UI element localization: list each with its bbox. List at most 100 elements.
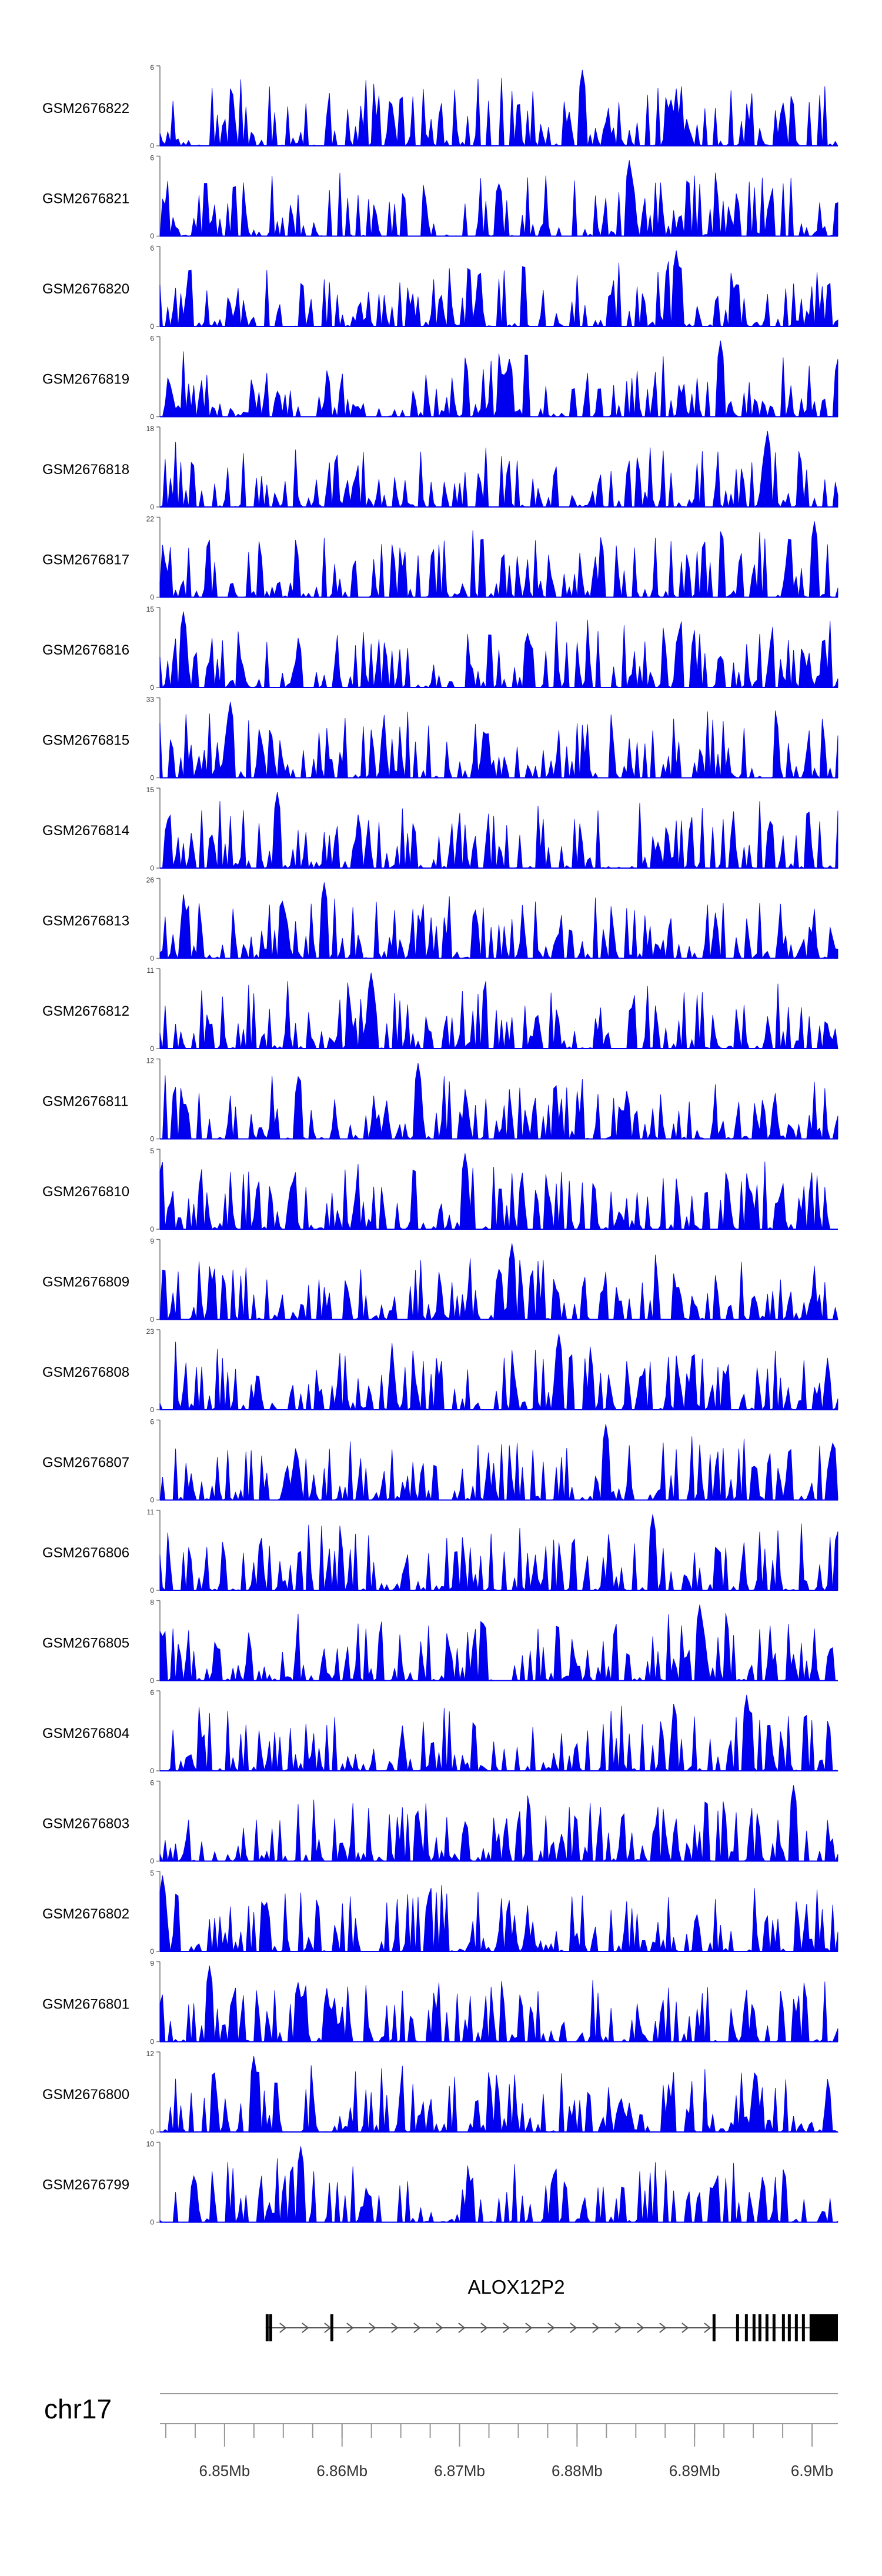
gene-model [265,2314,838,2341]
track-label: GSM2676817 [42,552,129,568]
y-max-label: 6 [150,244,154,252]
coverage-tracks: GSM267682260GSM267682160GSM267682060GSM2… [42,64,839,2227]
strand-arrow [413,2323,421,2333]
y-min-label: 0 [150,1586,154,1594]
track-GSM2676813: GSM2676813 26 0 [42,876,838,963]
y-max-label: 9 [150,1237,154,1246]
track-GSM2676812: GSM2676812 11 0 [42,966,838,1053]
track-label: GSM2676809 [42,1274,129,1290]
tick-label: 6.89Mb [669,2462,720,2480]
track-GSM2676814: GSM2676814 15 0 [42,786,838,872]
track-label: GSM2676812 [42,1003,129,1019]
y-max-label: 6 [150,1418,154,1426]
strand-arrow [614,2323,622,2333]
exon [809,2314,838,2341]
track-GSM2676800: GSM2676800 12 0 [42,2050,839,2136]
strand-arrow [570,2323,577,2333]
y-min-label: 0 [150,774,154,782]
strand-arrow [681,2323,689,2333]
track-GSM2676802: GSM2676802 5 0 [42,1869,838,1956]
y-min-label: 0 [150,1947,154,1956]
track-label: GSM2676808 [42,1364,129,1380]
coverage-area [159,431,838,508]
gene-label: ALOX12P2 [467,2276,564,2298]
coverage-area [159,1875,838,1953]
y-min-label: 0 [150,1045,154,1053]
coverage-area [159,160,838,237]
track-GSM2676818: GSM2676818 18 0 [42,425,838,511]
exon [772,2314,776,2341]
y-min-label: 0 [150,1316,154,1324]
y-max-label: 12 [146,1057,155,1065]
strand-arrow [637,2323,644,2333]
coverage-area [159,1063,838,1140]
track-label: GSM2676807 [42,1455,129,1471]
exon [787,2314,791,2341]
y-max-label: 11 [147,966,155,975]
strand-arrow [458,2323,466,2333]
strand-arrow [547,2323,555,2333]
track-GSM2676803: GSM2676803 6 0 [42,1779,838,1866]
y-max-label: 6 [150,64,154,72]
axis-ticks: 6.85Mb 6.86Mb 6.87Mb 6.88Mb 6.89Mb 6.9Mb [165,2424,833,2480]
track-label: GSM2676811 [42,1094,128,1110]
exon [801,2314,805,2341]
y-min-label: 0 [150,503,154,511]
strand-arrow [525,2323,533,2333]
y-max-label: 23 [146,1327,155,1336]
y-max-label: 6 [150,1779,154,1787]
y-max-label: 10 [146,2140,155,2148]
coverage-area [160,2056,839,2133]
y-min-label: 0 [150,2128,154,2136]
coverage-area [160,792,838,869]
track-GSM2676808: GSM2676808 23 0 [42,1327,838,1414]
track-GSM2676819: GSM2676819 6 0 [42,335,838,421]
y-max-label: 18 [146,425,155,433]
track-label: GSM2676806 [42,1545,129,1561]
y-max-label: 6 [150,154,154,162]
track-label: GSM2676802 [42,1906,129,1922]
track-label: GSM2676814 [42,823,129,839]
exon [330,2314,333,2341]
track-label: GSM2676822 [42,101,129,116]
exon [781,2314,785,2341]
y-max-label: 33 [146,696,155,704]
coverage-area [159,1966,838,2043]
coverage-area [159,1785,838,1862]
y-max-label: 15 [146,605,155,613]
y-min-label: 0 [150,1406,154,1414]
track-GSM2676806: GSM2676806 11 0 [42,1508,838,1594]
track-label: GSM2676820 [42,281,129,297]
coverage-area [159,521,838,599]
track-GSM2676801: GSM2676801 9 0 [42,1960,838,2046]
y-max-label: 8 [150,1599,154,1607]
track-GSM2676805: GSM2676805 8 0 [42,1599,838,1685]
y-max-label: 9 [150,1960,154,1968]
y-min-label: 0 [150,683,154,692]
exon [765,2314,769,2341]
tick-label: 6.85Mb [199,2462,250,2480]
y-min-label: 0 [150,413,154,421]
y-min-label: 0 [150,1767,154,1775]
exon [758,2314,761,2341]
exon [712,2314,716,2341]
track-label: GSM2676804 [42,1726,129,1741]
y-max-label: 5 [150,1869,154,1877]
y-min-label: 0 [150,864,154,872]
track-GSM2676821: GSM2676821 6 0 [42,154,838,241]
track-label: GSM2676818 [42,462,129,478]
y-min-label: 0 [150,955,154,963]
y-max-label: 11 [147,1508,155,1516]
track-label: GSM2676800 [42,2087,129,2103]
strand-arrow [279,2323,287,2333]
genome-axis: chr17 6.85Mb 6.86Mb 6.87Mb 6.88Mb 6.89Mb 6.9M… [44,2393,838,2480]
exon [752,2314,756,2341]
track-GSM2676817: GSM2676817 22 0 [42,515,838,602]
track-label: GSM2676813 [42,913,129,929]
exon [269,2314,272,2341]
exon [736,2314,739,2341]
strand-arrow [346,2323,354,2333]
track-label: GSM2676805 [42,1636,129,1651]
y-max-label: 5 [150,1147,154,1155]
